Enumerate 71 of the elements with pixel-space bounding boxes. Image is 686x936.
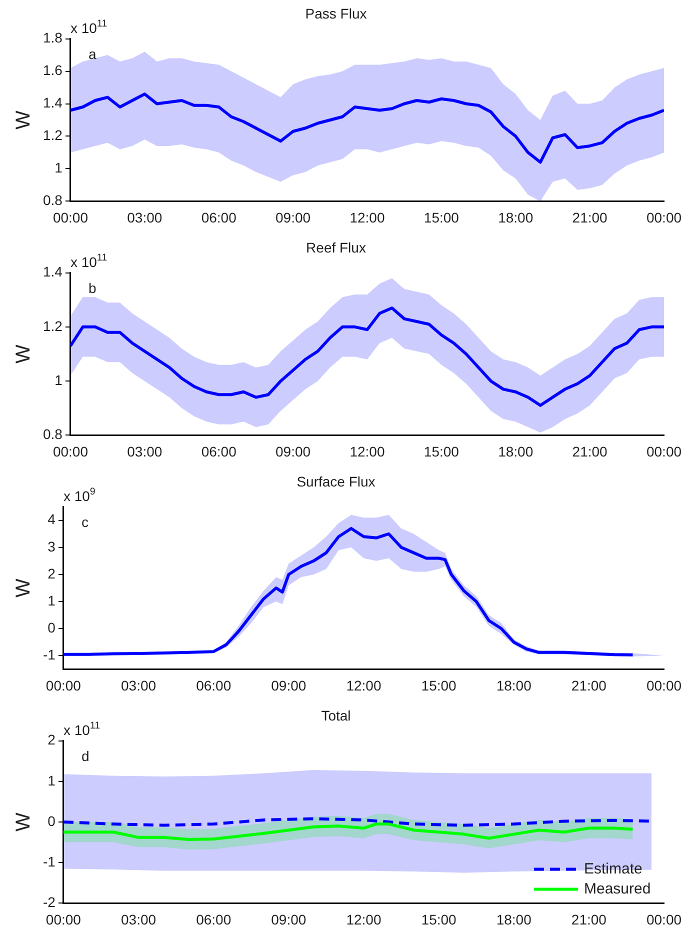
x-tick-label: 03:00 [120,911,156,928]
annotation: c [81,514,88,530]
x-tick-label: 15:00 [421,677,457,694]
x-tick-label: 21:00 [572,443,608,460]
y-axis-title: W [12,812,35,832]
annotation: d [81,748,90,764]
y-tick-label: 4 [48,511,56,528]
y-axis-title: W [12,110,35,130]
x-tick-label: 15:00 [421,911,457,928]
y-tick-label: -1 [42,646,56,663]
y-tick-label: 1.2 [42,127,63,144]
y-tick-label: 1.8 [42,30,63,46]
y-tick-label: 2 [48,732,56,748]
x-tick-label: 09:00 [276,443,311,460]
x-tick-label: 06:00 [196,677,232,694]
x-tick-label: 06:00 [201,209,237,226]
y-tick-label: -1 [42,853,56,870]
x-tick-label: 00:00 [52,443,88,460]
y-tick-label: -2 [42,894,56,910]
x-tick-label: 09:00 [276,209,311,226]
x-tick-label: 21:00 [571,911,607,928]
x-tick-label: 15:00 [424,209,460,226]
y-tick-label: 0 [48,619,56,636]
y-tick-label: 1.4 [42,94,63,111]
chart-title: Pass Flux [305,5,367,22]
y-tick-label: 0 [48,812,56,829]
x-tick-label: 12:00 [346,911,382,928]
y-tick-label: 0.8 [42,426,63,442]
x-tick-label: 03:00 [120,677,156,694]
x-tick-label: 15:00 [424,443,460,460]
chart-title: Reef Flux [306,239,366,256]
x-tick-label: 06:00 [196,911,232,928]
annotation: a [88,46,96,62]
y-axis-title: W [12,344,35,364]
y-tick-label: 0.8 [42,192,63,208]
x-tick-label: 00:00 [52,209,88,226]
x-tick-label: 21:00 [572,209,608,226]
y-tick-label: 1 [54,160,63,176]
x-tick-label: 03:00 [127,443,162,460]
x-tick-label: 18:00 [498,209,534,226]
y-tick-label: 3 [48,538,56,554]
x-tick-label: 00:00 [46,677,82,694]
legend-label: Estimate [584,860,642,878]
x-tick-label: 00:00 [646,677,682,694]
x-tick-label: 03:00 [127,209,162,226]
x-tick-label: 12:00 [346,677,382,694]
y-tick-label: 1 [48,592,56,608]
chart-title: Surface Flux [296,473,376,490]
y-tick-label: 1 [48,772,56,788]
x-tick-label: 00:00 [46,911,82,928]
x-tick-label: 00:00 [646,911,682,928]
x-tick-label: 18:00 [496,677,532,694]
y-tick-label: 1.6 [42,62,63,78]
y-tick-label: 2 [48,565,56,582]
annotation: b [88,280,96,296]
chart-title: Total [321,707,351,724]
x-tick-label: 12:00 [350,443,385,460]
x-tick-label: 00:00 [646,443,682,460]
y-tick-label: 1.2 [42,318,63,334]
x-tick-label: 09:00 [271,911,306,928]
x-tick-label: 12:00 [350,209,385,226]
x-tick-label: 18:00 [496,911,532,928]
x-tick-label: 21:00 [571,677,607,694]
y-tick-label: 1.4 [42,264,63,280]
x-tick-label: 09:00 [271,677,306,694]
x-tick-label: 06:00 [201,443,237,460]
legend-label: Measured [584,880,651,898]
y-tick-label: 1 [54,372,63,388]
y-axis-title: W [12,578,35,598]
x-tick-label: 18:00 [498,443,534,460]
x-tick-label: 00:00 [646,209,682,226]
